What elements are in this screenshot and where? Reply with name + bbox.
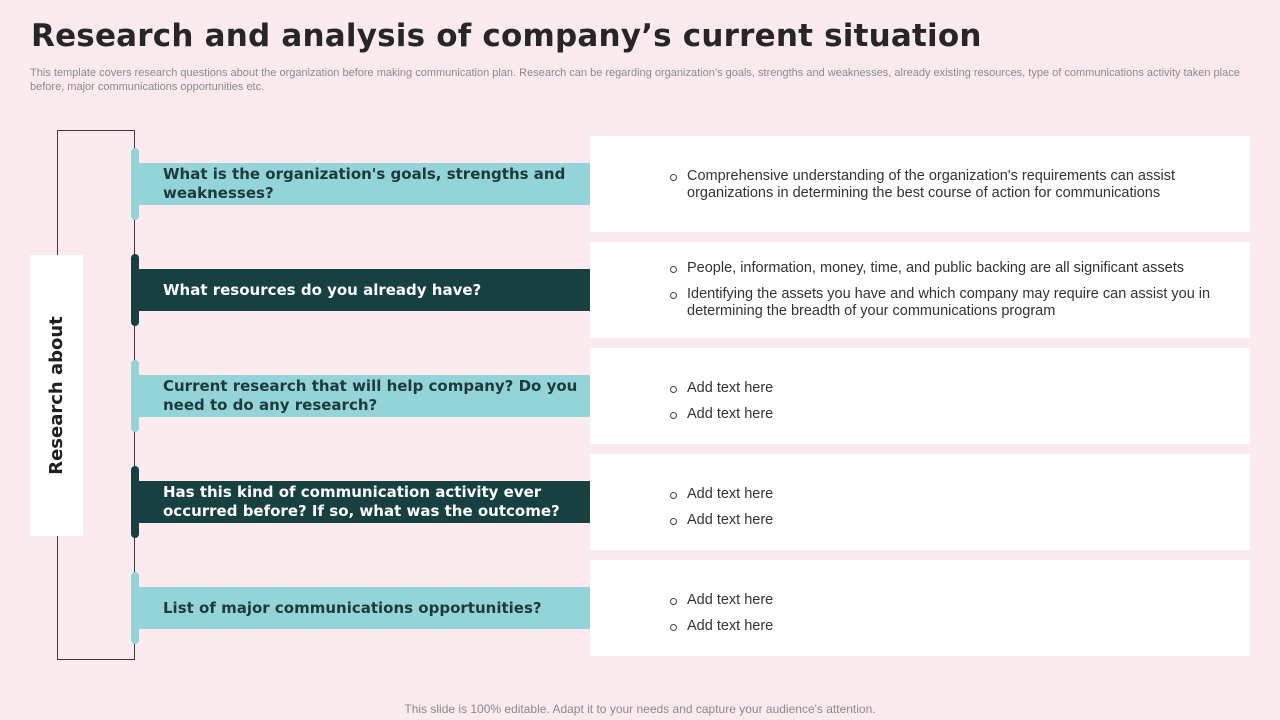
circle-bullet-icon [670, 386, 677, 393]
circle-bullet-icon [670, 174, 677, 181]
bullet-item: Add text here [670, 486, 1227, 503]
circle-bullet-icon [670, 598, 677, 605]
circle-bullet-icon [670, 518, 677, 525]
bullet-text: Add text here [687, 486, 774, 502]
row-question: Current research that will help company?… [163, 377, 578, 414]
bullet-item: Add text here [670, 406, 1227, 423]
row-panel: Add text here Add text here [590, 454, 1250, 550]
arrow-shape [134, 564, 640, 652]
row-panel: Comprehensive understanding of the organ… [590, 136, 1250, 232]
row-panel: People, information, money, time, and pu… [590, 242, 1250, 338]
bullet-item: Comprehensive understanding of the organ… [670, 168, 1227, 202]
research-row: What is the organization's goals, streng… [0, 136, 1280, 232]
bullet-item: People, information, money, time, and pu… [670, 260, 1227, 277]
row-question: What resources do you already have? [163, 280, 482, 299]
circle-bullet-icon [670, 412, 677, 419]
row-question: Has this kind of communication activity … [163, 483, 560, 520]
bullet-item: Add text here [670, 512, 1227, 529]
bullet-text: Add text here [687, 512, 774, 528]
bullet-item: Identifying the assets you have and whic… [670, 286, 1227, 320]
research-row: Current research that will help company?… [0, 348, 1280, 444]
circle-bullet-icon [670, 492, 677, 499]
arrow-shape [134, 458, 640, 546]
bullet-text: Add text here [687, 406, 774, 422]
bullet-text: Identifying the assets you have and whic… [687, 286, 1211, 319]
row-panel: Add text here Add text here [590, 560, 1250, 656]
bullet-text: Add text here [687, 592, 774, 608]
bullet-text: Add text here [687, 380, 774, 396]
arrow-shape [134, 140, 640, 228]
research-row: Has this kind of communication activity … [0, 454, 1280, 550]
bullet-item: Add text here [670, 380, 1227, 397]
arrow-shape [134, 352, 640, 440]
circle-bullet-icon [670, 266, 677, 273]
row-question: What is the organization's goals, streng… [163, 165, 566, 202]
row-panel: Add text here Add text here [590, 348, 1250, 444]
side-label-box: Research about [30, 255, 83, 536]
page-subtitle: This template covers research questions … [30, 67, 1240, 93]
arrow-shape [134, 246, 640, 334]
footer-note: This slide is 100% editable. Adapt it to… [404, 702, 876, 716]
bullet-text: People, information, money, time, and pu… [687, 260, 1185, 276]
bullet-item: Add text here [670, 618, 1227, 635]
circle-bullet-icon [670, 292, 677, 299]
circle-bullet-icon [670, 624, 677, 631]
row-question: List of major communications opportuniti… [163, 598, 542, 617]
bullet-text: Comprehensive understanding of the organ… [687, 168, 1175, 201]
bullet-item: Add text here [670, 592, 1227, 609]
page-title: Research and analysis of company’s curre… [31, 18, 982, 54]
research-row: What resources do you already have? Peop… [0, 242, 1280, 338]
bullet-text: Add text here [687, 618, 774, 634]
research-row: List of major communications opportuniti… [0, 560, 1280, 656]
